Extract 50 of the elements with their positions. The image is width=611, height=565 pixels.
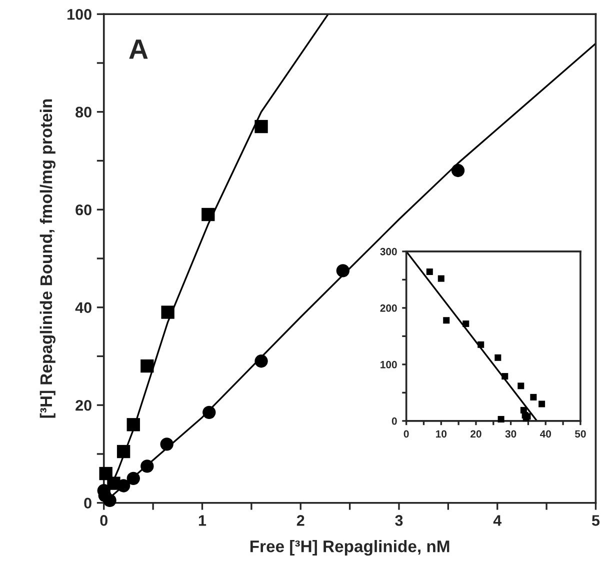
point: [426, 268, 433, 276]
x-tick-label: 3: [395, 515, 403, 526]
point: [530, 394, 537, 400]
point: [478, 341, 484, 348]
x-tick-label: 4: [493, 515, 502, 526]
point: [443, 317, 450, 324]
point: [438, 275, 444, 282]
point: [161, 306, 174, 319]
x-tick-label: 2: [296, 515, 304, 526]
point: [202, 208, 215, 222]
point: [140, 460, 154, 473]
point: [462, 320, 470, 327]
x-tick-label: 50: [574, 430, 586, 438]
annotation: A: [129, 40, 148, 59]
x-tick-label: 40: [540, 430, 551, 438]
point: [494, 354, 502, 361]
y-tick-label: 80: [76, 106, 92, 118]
x-tick-label: 1: [198, 515, 206, 526]
point: [160, 438, 174, 451]
y-tick-label: 20: [76, 400, 92, 411]
point: [498, 416, 504, 422]
x-tick-label: 30: [505, 430, 516, 438]
point: [538, 400, 546, 408]
y-axis-title: [³H] Repaglinide Bound, fmol/mg protein: [40, 99, 56, 418]
x-tick-label: 0: [404, 430, 409, 438]
point: [518, 382, 524, 390]
point: [116, 444, 130, 458]
point: [254, 120, 268, 134]
point: [202, 406, 216, 420]
point: [103, 494, 116, 507]
point: [140, 359, 154, 373]
y-tick-label: 300: [380, 248, 397, 256]
y-tick-label: 100: [68, 8, 92, 20]
point: [126, 472, 140, 485]
x-tick-label: 0: [100, 515, 108, 526]
y-tick-label: 60: [76, 204, 92, 216]
y-tick-label: 0: [392, 417, 397, 425]
x-tick-label: 5: [592, 515, 600, 526]
point: [254, 354, 268, 368]
y-tick-label: 100: [380, 360, 397, 368]
y-tick-label: 200: [380, 304, 397, 312]
point: [502, 373, 508, 380]
x-tick-label: 20: [470, 430, 482, 438]
x-tick-label: 10: [436, 430, 447, 438]
point: [336, 264, 350, 278]
point: [451, 164, 465, 178]
y-tick-label: 0: [84, 498, 92, 509]
y-tick-label: 40: [75, 302, 92, 314]
x-axis-title: Free [³H] Repaglinide, nM: [250, 540, 450, 556]
point: [126, 418, 140, 432]
